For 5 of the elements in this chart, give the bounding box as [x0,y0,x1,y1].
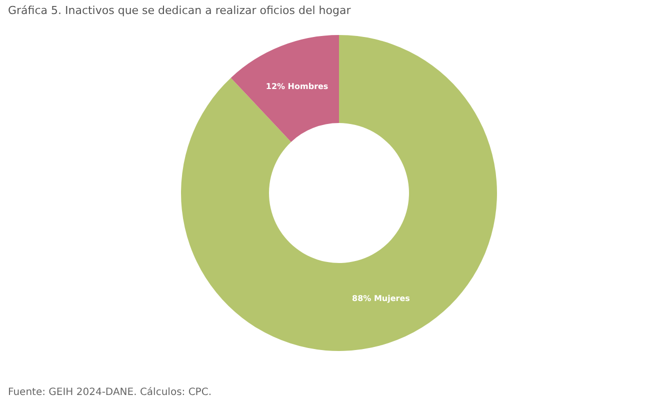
donut-slice [230,35,339,142]
slice-label: 88% Mujeres [352,294,410,303]
chart-title: Gráfica 5. Inactivos que se dedican a realizar oficios del hogar [8,4,351,17]
slice-label: 12% Hombres [266,82,328,92]
source-note: Fuente: GEIH 2024-DANE. Cálculos: CPC. [8,387,212,398]
